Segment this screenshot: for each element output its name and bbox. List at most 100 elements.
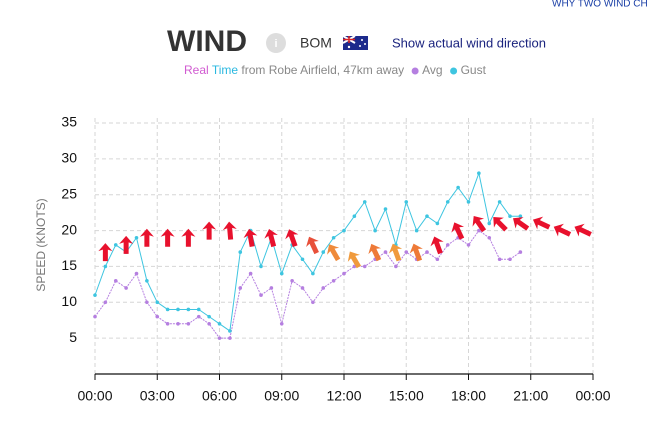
- forecast-arrow: [368, 243, 382, 262]
- data-point: [383, 207, 388, 211]
- data-point: [113, 243, 118, 247]
- data-point: [342, 271, 346, 276]
- x-tick-label: 00:00: [575, 388, 610, 404]
- data-point: [145, 300, 149, 305]
- data-point: [238, 250, 243, 254]
- data-point: [477, 171, 481, 175]
- data-point: [103, 264, 108, 269]
- y-tick-label: 25: [61, 185, 77, 201]
- data-point: [279, 322, 284, 326]
- series-line: [94, 171, 521, 332]
- forecast-arrow: [306, 236, 319, 255]
- data-point: [259, 293, 263, 297]
- x-tick-label: 15:00: [389, 388, 424, 404]
- data-point: [93, 293, 97, 297]
- data-point: [508, 257, 512, 262]
- data-point: [290, 278, 294, 283]
- data-point: [228, 336, 232, 340]
- data-point: [217, 336, 222, 340]
- forecast-arrow: [98, 243, 113, 262]
- data-point: [145, 278, 149, 283]
- data-point: [134, 271, 139, 276]
- series-line: [94, 229, 521, 339]
- source: BOM: [300, 35, 332, 51]
- data-point: [165, 307, 170, 312]
- data-point: [352, 214, 357, 219]
- data-point: [238, 286, 243, 290]
- data-point: [186, 322, 191, 326]
- x-tick-label: 06:00: [202, 388, 237, 404]
- data-point: [373, 228, 377, 233]
- info-icon[interactable]: [266, 33, 286, 53]
- legend-label: Gust: [461, 63, 487, 77]
- y-tick-label: 20: [61, 221, 77, 237]
- x-tick-label: 12:00: [326, 388, 361, 404]
- data-point: [186, 307, 191, 312]
- data-point: [383, 250, 388, 254]
- data-point: [331, 235, 336, 240]
- y-axis-title: SPEED (KNOTS): [34, 198, 48, 291]
- y-tick-label: 10: [61, 293, 77, 309]
- data-point: [176, 307, 180, 312]
- data-point: [321, 250, 326, 254]
- data-point: [207, 314, 211, 319]
- data-point: [414, 228, 419, 233]
- legend-label: Avg: [422, 63, 442, 77]
- subtitle: Real Time from Robe Airfield, 47km away: [184, 63, 404, 77]
- data-point: [155, 314, 160, 319]
- data-point: [497, 200, 502, 204]
- info-label[interactable]: i: [274, 38, 277, 50]
- data-point: [487, 235, 492, 240]
- subtitle-real: Real: [184, 63, 209, 77]
- data-point: [321, 286, 326, 290]
- y-tick-label: 5: [69, 329, 77, 345]
- forecast-arrow: [347, 251, 362, 269]
- y-tick-label: 30: [61, 150, 77, 166]
- corner-link[interactable]: WHY TWO WIND CH: [552, 0, 648, 10]
- forecast-arrow: [160, 228, 175, 247]
- legend-swatch: [411, 67, 419, 75]
- flag: [342, 35, 368, 50]
- data-point: [518, 250, 523, 254]
- forecast-arrow: [574, 223, 592, 237]
- data-point: [259, 264, 263, 269]
- data-point: [425, 250, 429, 254]
- data-point: [103, 300, 108, 305]
- forecast-arrow: [388, 243, 403, 262]
- data-point: [404, 250, 409, 254]
- data-point: [155, 300, 160, 305]
- forecast-arrow: [222, 221, 237, 240]
- forecast-arrow: [409, 243, 423, 262]
- data-point: [466, 200, 471, 204]
- x-tick-label: 03:00: [140, 388, 175, 404]
- forecast-arrow: [553, 223, 572, 237]
- legend-swatch: [450, 67, 458, 75]
- data-point: [207, 322, 211, 326]
- forecast-arrow: [181, 228, 196, 247]
- data-point: [165, 322, 170, 326]
- data-point: [228, 329, 232, 333]
- data-point: [342, 228, 346, 233]
- data-point: [279, 271, 284, 276]
- x-tick-label: 09:00: [264, 388, 299, 404]
- legend: Avg Gust: [411, 63, 487, 77]
- forecast-arrow: [327, 244, 341, 262]
- data-point: [487, 221, 492, 226]
- forecast-arrow: [472, 216, 487, 233]
- subtitle-time: Time: [212, 63, 239, 77]
- wind-direction-link[interactable]: Show actual wind direction: [392, 35, 546, 50]
- forecast-arrow: [493, 217, 508, 232]
- data-point: [518, 214, 523, 219]
- data-point: [394, 264, 398, 269]
- data-point: [311, 300, 315, 305]
- data-point: [497, 257, 502, 262]
- forecast-arrow: [451, 222, 465, 240]
- data-point: [196, 307, 201, 312]
- data-point: [435, 221, 440, 226]
- title: WIND: [167, 25, 247, 58]
- x-tick-label: 00:00: [77, 388, 112, 404]
- data-point: [362, 200, 367, 204]
- data-point: [93, 314, 97, 319]
